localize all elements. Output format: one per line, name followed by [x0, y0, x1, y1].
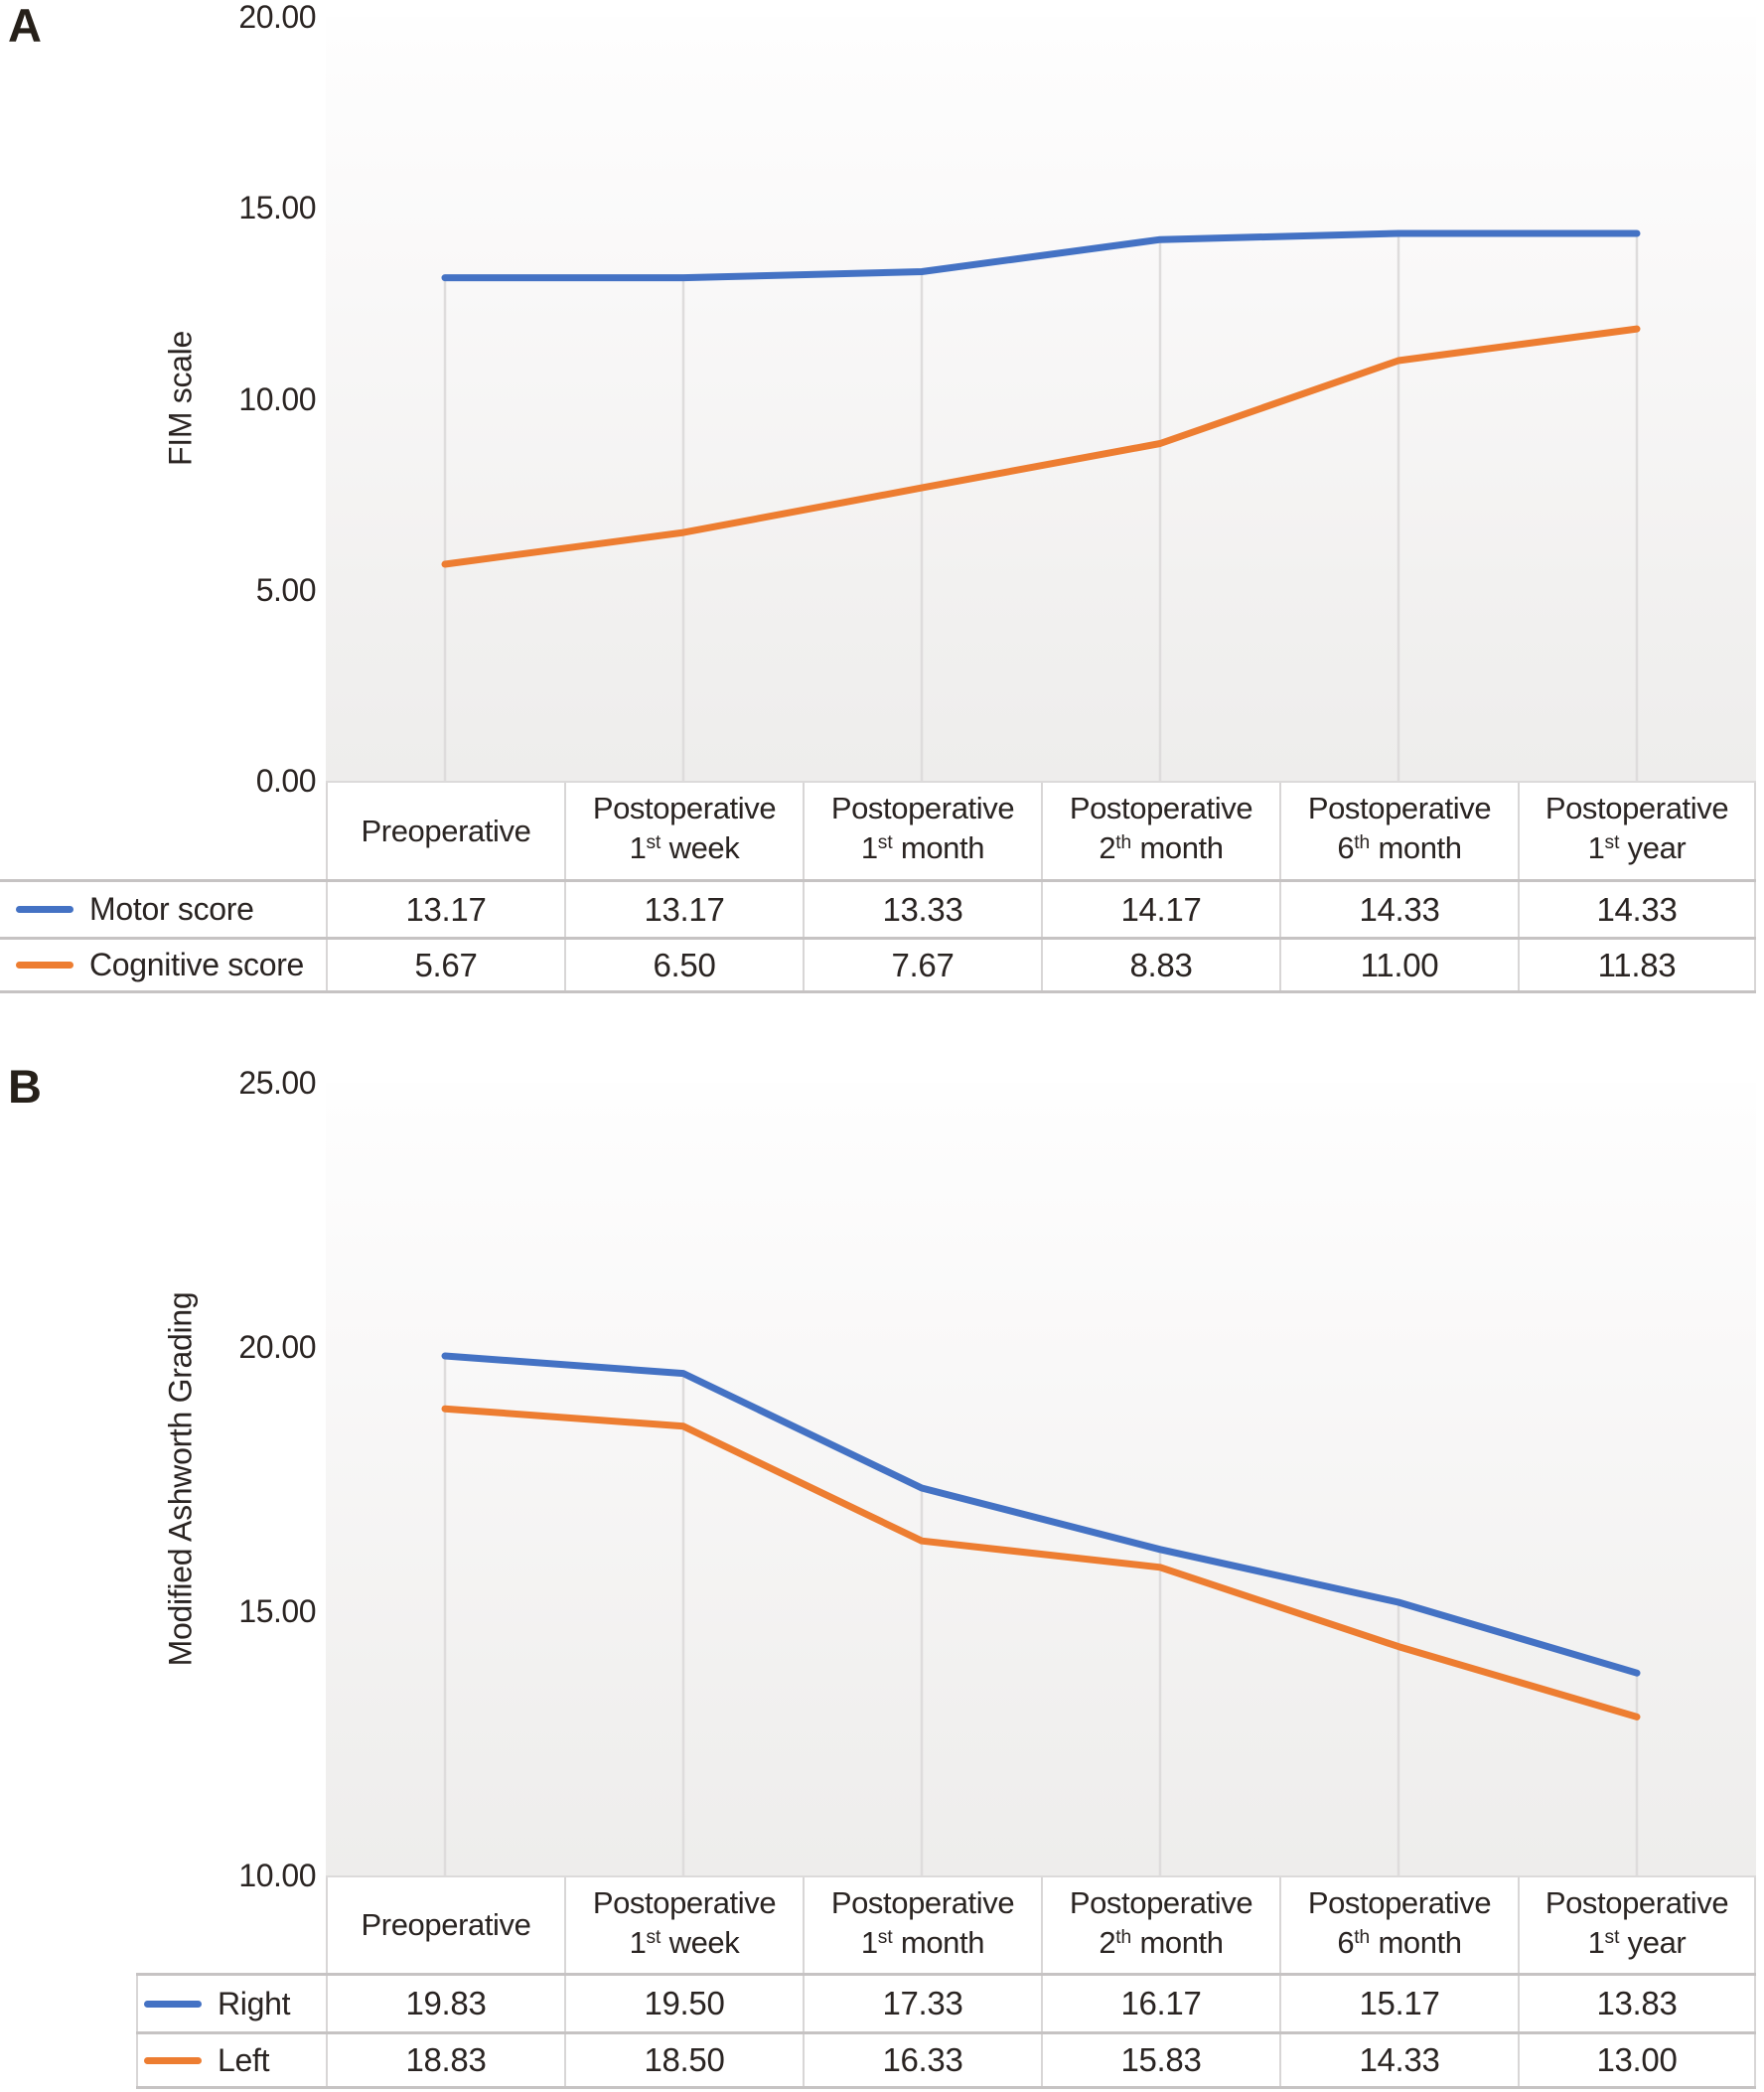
value-cell: 15.83 — [1041, 2034, 1279, 2086]
series-line-cognitive-score — [441, 325, 1641, 568]
value-cell: 13.33 — [803, 882, 1041, 937]
y-tick-label: 25.00 — [238, 1065, 316, 1101]
plot-area — [326, 1083, 1756, 1875]
category-header-cell: Postoperative 2th month — [1041, 1877, 1279, 1973]
table-row-cognitive-score: Cognitive score 5.67 6.50 7.67 8.83 11.00 11.8… — [0, 937, 1756, 993]
value-cell: 14.33 — [1279, 2034, 1518, 2086]
panel-b-letter: B — [8, 1060, 42, 1113]
value-cell: 14.33 — [1279, 882, 1518, 937]
series-name-label: Left — [218, 2041, 270, 2078]
legend-key-motor-score: Motor score — [0, 882, 326, 937]
y-tick-label: 15.00 — [238, 1593, 316, 1629]
plot-area — [326, 17, 1756, 781]
legend-line-icon — [144, 2000, 202, 2008]
category-header-cell: Postoperative 2th month — [1041, 783, 1279, 879]
value-cell: 13.00 — [1518, 2034, 1756, 2086]
category-header-cell: Postoperative 1st week — [564, 1877, 803, 1973]
table-row-motor-score: Motor score 13.17 13.17 13.33 14.17 14.33 14.3… — [0, 879, 1756, 937]
y-tick-label: 10.00 — [238, 1858, 316, 1893]
value-cell: 8.83 — [1041, 940, 1279, 990]
category-header-cell: Postoperative 6th month — [1279, 783, 1518, 879]
value-cell: 11.83 — [1518, 940, 1756, 990]
series-name-label: Right — [218, 1985, 291, 2021]
category-header-cell: Postoperative 1st week — [564, 783, 803, 879]
value-cell: 13.83 — [1518, 1976, 1756, 2031]
series-line-motor-score — [441, 229, 1641, 282]
category-header-cell: Postoperative 1st month — [803, 783, 1041, 879]
y-tick-label: 10.00 — [238, 380, 316, 417]
panel-a-letter: A — [8, 0, 42, 52]
value-cell: 19.83 — [326, 1976, 564, 2031]
value-cell: 13.17 — [326, 882, 564, 937]
value-cell: 11.00 — [1279, 940, 1518, 990]
value-cell: 16.17 — [1041, 1976, 1279, 2031]
category-header-row: Preoperative Postoperative 1st week Postope… — [326, 781, 1756, 879]
category-header-row: Preoperative Postoperative 1st week Postope… — [326, 1875, 1756, 1973]
series-name-label: Cognitive score — [89, 947, 305, 982]
value-cell: 7.67 — [803, 940, 1041, 990]
legend-key-left: Left — [136, 2034, 326, 2086]
value-cell: 18.83 — [326, 2034, 564, 2086]
series-name-label: Motor score — [89, 891, 254, 927]
table-row-left: Left 18.83 18.50 16.33 15.83 14.33 13.00 — [136, 2031, 1756, 2089]
category-header-cell: Preoperative — [326, 783, 564, 879]
y-tick-label: 15.00 — [238, 190, 316, 226]
table-row-right: Right 19.83 19.50 17.33 16.17 15.17 13.83 — [136, 1973, 1756, 2031]
y-tick-label: 0.00 — [255, 763, 317, 799]
value-cell: 16.33 — [803, 2034, 1041, 2086]
category-header-cell: Postoperative 6th month — [1279, 1877, 1518, 1973]
y-tick-label: 20.00 — [238, 0, 316, 35]
value-cell: 5.67 — [326, 940, 564, 990]
legend-key-right: Right — [136, 1976, 326, 2031]
category-header-cell: Postoperative 1st month — [803, 1877, 1041, 1973]
series-line-left — [441, 1405, 1641, 1720]
value-cell: 14.17 — [1041, 882, 1279, 937]
category-header-cell: Postoperative 1st year — [1518, 783, 1756, 879]
value-cell: 15.17 — [1279, 1976, 1518, 2031]
category-header-cell: Preoperative — [326, 1877, 564, 1973]
legend-line-icon — [144, 2056, 202, 2064]
legend-line-icon — [16, 906, 74, 913]
value-cell: 6.50 — [564, 940, 803, 990]
category-header-cell: Postoperative 1st year — [1518, 1877, 1756, 1973]
y-tick-label: 5.00 — [255, 571, 317, 608]
legend-key-cognitive-score: Cognitive score — [0, 940, 326, 990]
value-cell: 14.33 — [1518, 882, 1756, 937]
value-cell: 19.50 — [564, 1976, 803, 2031]
value-cell: 18.50 — [564, 2034, 803, 2086]
value-cell: 13.17 — [564, 882, 803, 937]
legend-line-icon — [16, 962, 74, 969]
value-cell: 17.33 — [803, 1976, 1041, 2031]
series-line-right — [441, 1352, 1641, 1677]
y-tick-label: 20.00 — [238, 1329, 316, 1365]
